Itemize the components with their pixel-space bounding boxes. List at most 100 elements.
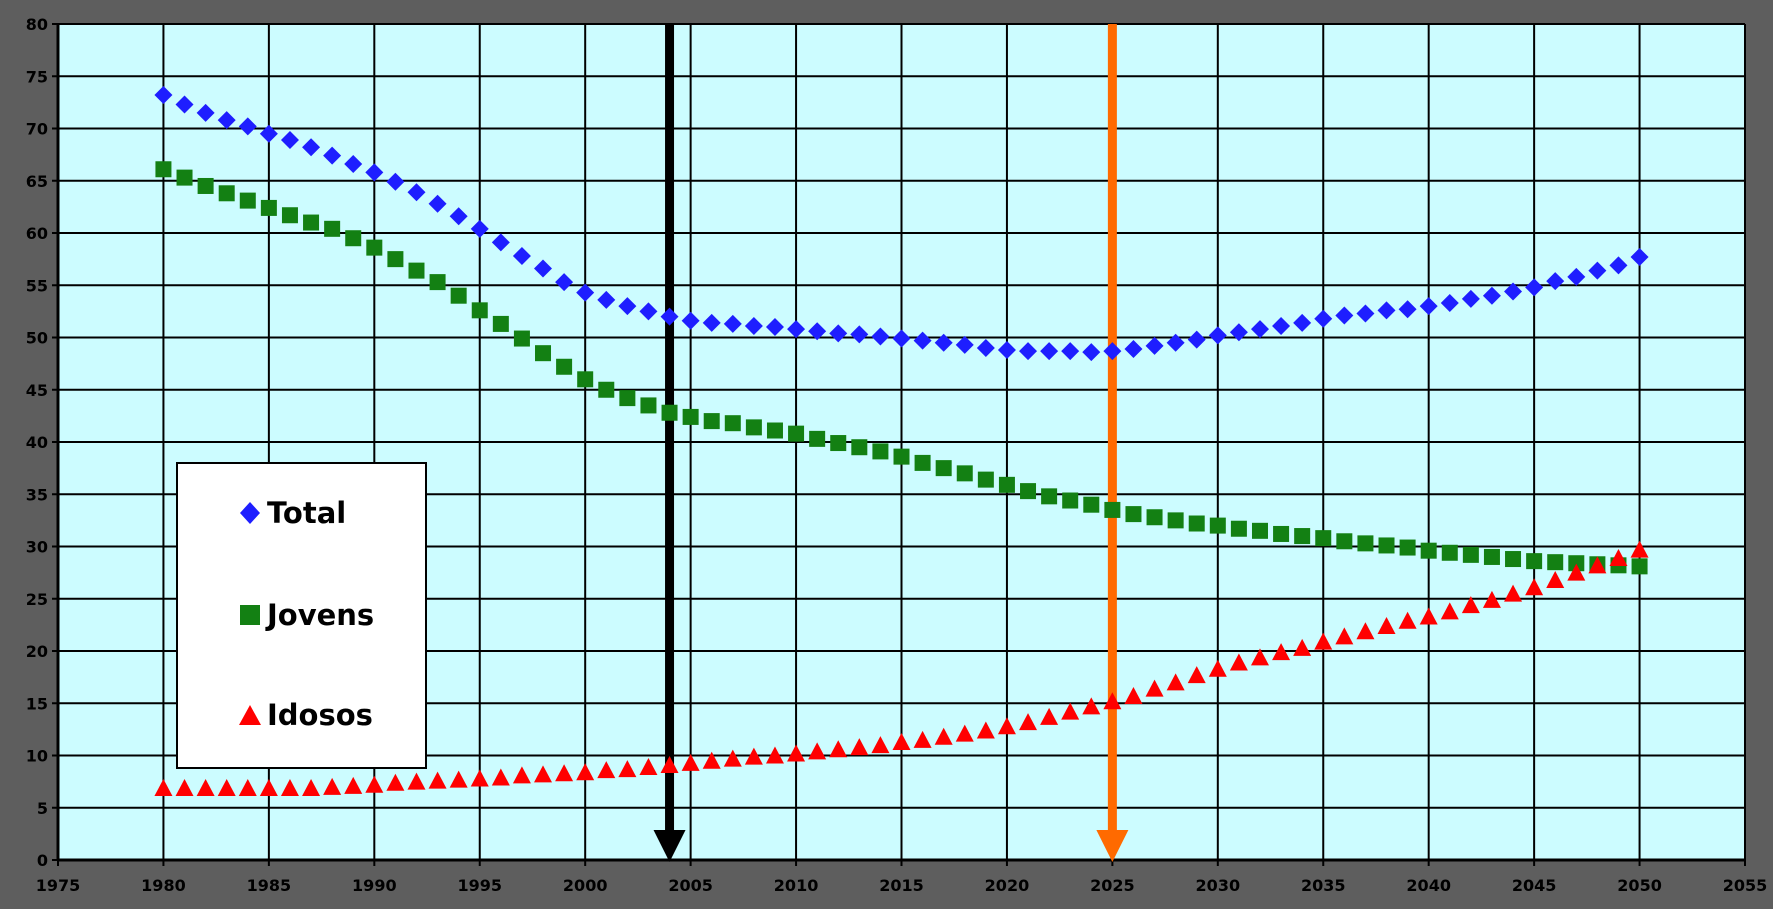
series-idosos — [154, 540, 1649, 796]
data-series — [154, 86, 1649, 796]
data-point-jovens — [914, 454, 931, 471]
legend-marker-square — [240, 605, 260, 625]
data-point-idosos — [1314, 632, 1333, 650]
y-tick-label: 30 — [26, 538, 48, 557]
series-total — [154, 86, 1649, 362]
data-point-total — [1272, 317, 1291, 336]
data-point-idosos — [871, 736, 890, 754]
data-point-jovens — [239, 192, 256, 209]
data-point-jovens — [788, 425, 805, 442]
data-point-jovens — [1230, 520, 1247, 537]
data-point-idosos — [1525, 578, 1544, 596]
data-point-idosos — [829, 740, 848, 758]
data-point-idosos — [618, 760, 637, 778]
data-point-total — [723, 314, 742, 333]
data-point-idosos — [765, 746, 784, 764]
data-point-idosos — [997, 717, 1016, 735]
data-point-total — [1124, 339, 1143, 358]
data-point-idosos — [1419, 607, 1438, 625]
x-tick-label: 1975 — [36, 876, 81, 895]
data-point-jovens — [345, 230, 362, 247]
data-point-idosos — [302, 778, 321, 796]
data-point-jovens — [1188, 515, 1205, 532]
data-point-jovens — [1547, 554, 1564, 571]
data-point-idosos — [280, 778, 299, 796]
data-point-idosos — [955, 724, 974, 742]
data-point-total — [955, 335, 974, 354]
y-tick-label: 15 — [26, 694, 48, 713]
data-point-total — [1567, 267, 1586, 286]
y-tick-label: 35 — [26, 485, 48, 504]
data-point-idosos — [1040, 707, 1059, 725]
x-tick-label: 2015 — [879, 876, 924, 895]
data-point-jovens — [682, 408, 699, 425]
data-point-total — [175, 95, 194, 114]
data-point-jovens — [1568, 555, 1585, 572]
data-point-jovens — [1251, 522, 1268, 539]
data-point-idosos — [1166, 673, 1185, 691]
data-point-total — [1525, 278, 1544, 297]
data-point-idosos — [344, 776, 363, 794]
data-point-idosos — [1335, 627, 1354, 645]
legend-entry-jovens: Jovens — [240, 598, 374, 632]
x-tick-label: 2000 — [563, 876, 608, 895]
data-point-total — [892, 329, 911, 348]
data-point-total — [1229, 323, 1248, 342]
y-tick-label: 80 — [26, 15, 48, 34]
data-point-idosos — [470, 769, 489, 787]
x-tick-label: 2025 — [1090, 876, 1135, 895]
data-point-jovens — [1441, 544, 1458, 561]
data-point-jovens — [303, 214, 320, 231]
data-point-jovens — [408, 262, 425, 279]
data-point-jovens — [471, 302, 488, 319]
legend: Total Jovens Idosos — [176, 462, 427, 769]
data-point-idosos — [1440, 602, 1459, 620]
data-point-jovens — [851, 439, 868, 456]
x-tick-label: 2050 — [1617, 876, 1662, 895]
data-point-total — [1377, 301, 1396, 320]
data-point-jovens — [281, 207, 298, 224]
data-point-jovens — [535, 345, 552, 362]
legend-box — [176, 462, 427, 769]
data-point-total — [618, 297, 637, 316]
data-point-total — [491, 233, 510, 252]
data-point-jovens — [998, 476, 1015, 493]
x-tick-label: 1980 — [141, 876, 186, 895]
data-point-idosos — [1630, 540, 1649, 558]
data-point-jovens — [387, 251, 404, 268]
legend-marker-triangle — [239, 705, 261, 725]
data-point-total — [639, 302, 658, 321]
data-point-idosos — [597, 761, 616, 779]
data-point-idosos — [1229, 653, 1248, 671]
x-tick-label: 2045 — [1512, 876, 1557, 895]
data-point-total — [1546, 272, 1565, 291]
data-point-jovens — [1399, 539, 1416, 556]
data-point-idosos — [976, 721, 995, 739]
data-point-idosos — [1082, 697, 1101, 715]
legend-entry-idosos: Idosos — [239, 698, 373, 732]
y-tick-label: 70 — [26, 120, 48, 139]
data-point-total — [1061, 342, 1080, 361]
data-point-idosos — [744, 747, 763, 765]
data-point-jovens — [1041, 488, 1058, 505]
data-point-total — [850, 325, 869, 344]
legend-marker-diamond — [240, 502, 260, 524]
data-point-jovens — [1462, 546, 1479, 563]
data-point-idosos — [1398, 611, 1417, 629]
data-point-total — [1461, 289, 1480, 308]
data-point-idosos — [175, 778, 194, 796]
data-point-jovens — [197, 177, 214, 194]
arrow-head-2 — [1096, 830, 1129, 862]
data-point-total — [597, 290, 616, 309]
data-point-jovens — [1315, 530, 1332, 547]
data-point-jovens — [513, 330, 530, 347]
data-point-idosos — [1567, 563, 1586, 581]
data-point-total — [1250, 320, 1269, 339]
data-point-total — [1166, 333, 1185, 352]
y-tick-label: 10 — [26, 747, 48, 766]
data-point-idosos — [1019, 713, 1038, 731]
data-point-total — [1019, 342, 1038, 361]
data-point-idosos — [196, 778, 215, 796]
data-point-total — [829, 324, 848, 343]
